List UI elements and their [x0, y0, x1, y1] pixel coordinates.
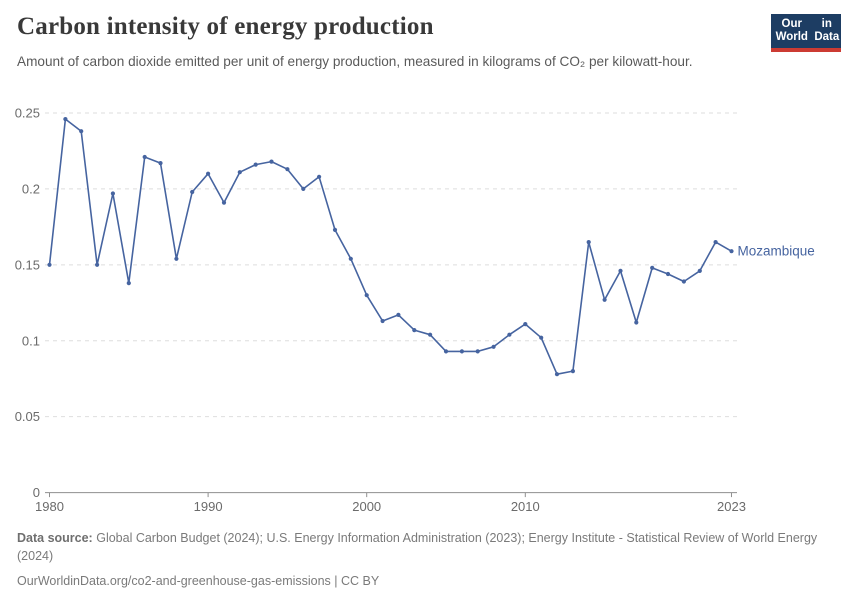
data-point-2019	[665, 271, 671, 277]
data-source-text: Global Carbon Budget (2024); U.S. Energy…	[17, 531, 818, 564]
data-point-1996	[301, 186, 306, 191]
data-point-2008	[491, 344, 496, 349]
entity-label-mozambique: Mozambique	[737, 244, 814, 259]
x-tick-label-2023: 2023	[717, 499, 746, 514]
data-point-1990	[206, 171, 211, 176]
data-point-1993	[253, 162, 258, 167]
owid-logo-line1: Our World	[775, 18, 808, 43]
y-tick-label-0.25: 0.25	[15, 106, 40, 121]
data-point-1999	[348, 256, 353, 261]
data-point-1994	[269, 159, 274, 164]
data-point-2016	[618, 268, 623, 273]
chart-footer: Data source: Global Carbon Budget (2024)…	[17, 529, 837, 590]
data-point-2021	[697, 268, 702, 273]
chart-subtitle: Amount of carbon dioxide emitted per uni…	[17, 54, 693, 69]
data-point-2020	[681, 279, 687, 284]
data-point-2005	[443, 349, 449, 354]
data-point-2006	[459, 349, 464, 354]
data-source-label: Data source:	[17, 531, 93, 545]
data-point-2023	[729, 249, 734, 254]
x-tick-label-1980: 1980	[35, 499, 64, 514]
data-point-1995	[285, 167, 290, 172]
data-point-2011	[539, 335, 544, 340]
data-point-1987	[158, 161, 163, 166]
data-point-1992	[237, 170, 242, 175]
data-point-1988	[174, 256, 179, 261]
owid-logo-text: Our World in Data	[771, 14, 841, 48]
data-point-1983	[95, 262, 100, 267]
x-tick-label-1990: 1990	[194, 499, 223, 514]
data-point-2018	[650, 265, 655, 270]
data-point-2002	[396, 312, 401, 317]
footer-url-line: OurWorldinData.org/co2-and-greenhouse-ga…	[17, 574, 380, 589]
data-point-2010	[523, 322, 528, 327]
y-tick-label-0.2: 0.2	[22, 181, 40, 196]
x-tick-label-2000: 2000	[352, 499, 381, 514]
data-point-2003	[412, 328, 417, 333]
data-point-2001	[380, 318, 385, 324]
owid-logo-line2: in Data	[814, 18, 840, 43]
data-point-2000	[364, 293, 369, 298]
data-point-2014	[586, 240, 591, 245]
data-point-2009	[507, 332, 512, 337]
y-tick-label-0.1: 0.1	[22, 333, 40, 348]
data-point-1998	[332, 227, 338, 232]
data-point-2015	[602, 297, 607, 302]
data-point-1984	[110, 191, 115, 196]
data-point-1985	[126, 281, 131, 286]
data-point-1986	[142, 154, 147, 160]
data-point-1982	[79, 129, 84, 134]
x-tick-label-2010: 2010	[511, 499, 540, 514]
data-point-2007	[475, 349, 480, 354]
data-point-2017	[634, 320, 639, 325]
owid-logo-accent-bar	[771, 48, 841, 52]
data-point-1991	[221, 200, 227, 205]
y-tick-label-0.05: 0.05	[15, 409, 40, 424]
data-point-2013	[570, 369, 576, 374]
data-point-2022	[713, 240, 718, 245]
page-title: Carbon intensity of energy production	[17, 13, 434, 40]
data-point-2012	[554, 372, 560, 377]
data-point-1980	[47, 262, 52, 267]
owid-logo: Our World in Data	[771, 14, 841, 52]
data-source-line: Data source: Global Carbon Budget (2024)…	[17, 529, 837, 565]
data-point-1981	[63, 117, 68, 122]
y-tick-label-0: 0	[33, 485, 40, 500]
data-point-1989	[190, 189, 195, 195]
data-point-1997	[317, 174, 322, 179]
series-line-mozambique	[48, 118, 733, 376]
y-tick-label-0.15: 0.15	[15, 257, 40, 272]
data-point-2004	[428, 332, 433, 337]
